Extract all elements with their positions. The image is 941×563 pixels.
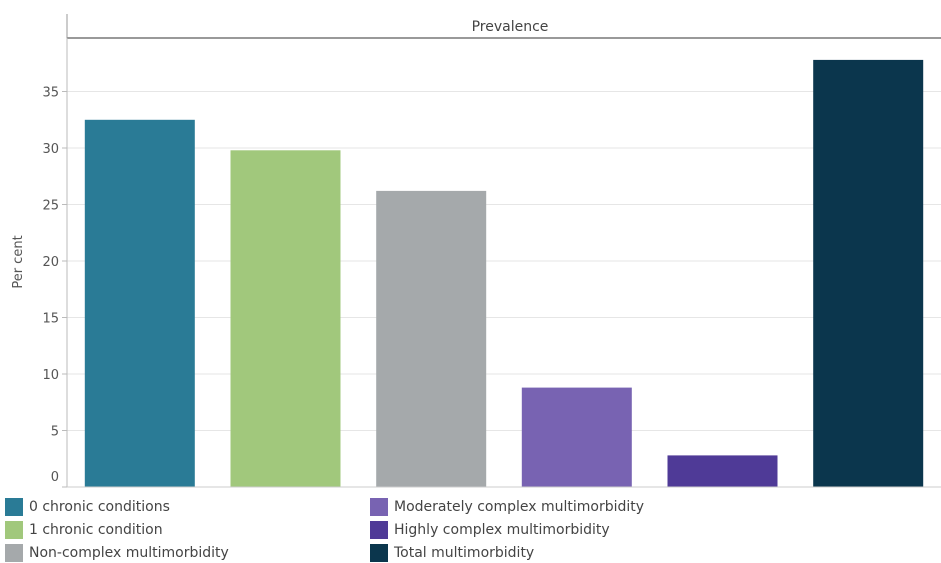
legend-item[interactable]: Highly complex multimorbidity [370,520,610,540]
bar[interactable] [84,119,195,488]
legend-swatch [5,521,23,539]
bar-chart: Prevalence Per cent 0 5 10 15 20 25 30 35 [11,14,941,488]
legend: 0 chronic conditions 1 chronic condition N… [5,495,935,562]
legend-item[interactable]: Total multimorbidity [370,543,534,563]
legend-item[interactable]: Non-complex multimorbidity [5,543,229,563]
y-tick-label: 35 [42,86,59,101]
legend-swatch [5,498,23,516]
legend-item[interactable]: 0 chronic conditions [5,497,170,517]
y-tick-label: 5 [51,425,59,440]
legend-label: 0 chronic conditions [29,499,170,515]
y-tick-label: 30 [42,142,59,157]
legend-item[interactable]: Moderately complex multimorbidity [370,497,644,517]
y-tick-label: 0 [51,470,59,485]
legend-swatch [370,521,388,539]
y-tick-label: 10 [42,368,59,383]
legend-label: 1 chronic condition [29,522,163,538]
bar[interactable] [813,59,924,488]
legend-swatch [5,544,23,562]
legend-label: Moderately complex multimorbidity [394,499,645,515]
legend-swatch [370,544,388,562]
legend-label: Total multimorbidity [394,545,535,561]
legend-item[interactable]: 1 chronic condition [5,520,163,540]
bar[interactable] [521,387,632,487]
y-axis-label: Per cent [11,235,26,288]
legend-label: Highly complex multimorbidity [394,522,610,538]
legend-swatch [370,498,388,516]
chart-title: Prevalence [472,19,549,35]
y-tick-label: 20 [42,255,59,270]
legend-label: Non-complex multimorbidity [29,545,229,561]
y-tick-label: 15 [42,312,59,327]
bar[interactable] [230,150,341,488]
bar[interactable] [376,190,487,487]
bar[interactable] [667,455,778,487]
y-tick-label: 25 [42,199,59,214]
